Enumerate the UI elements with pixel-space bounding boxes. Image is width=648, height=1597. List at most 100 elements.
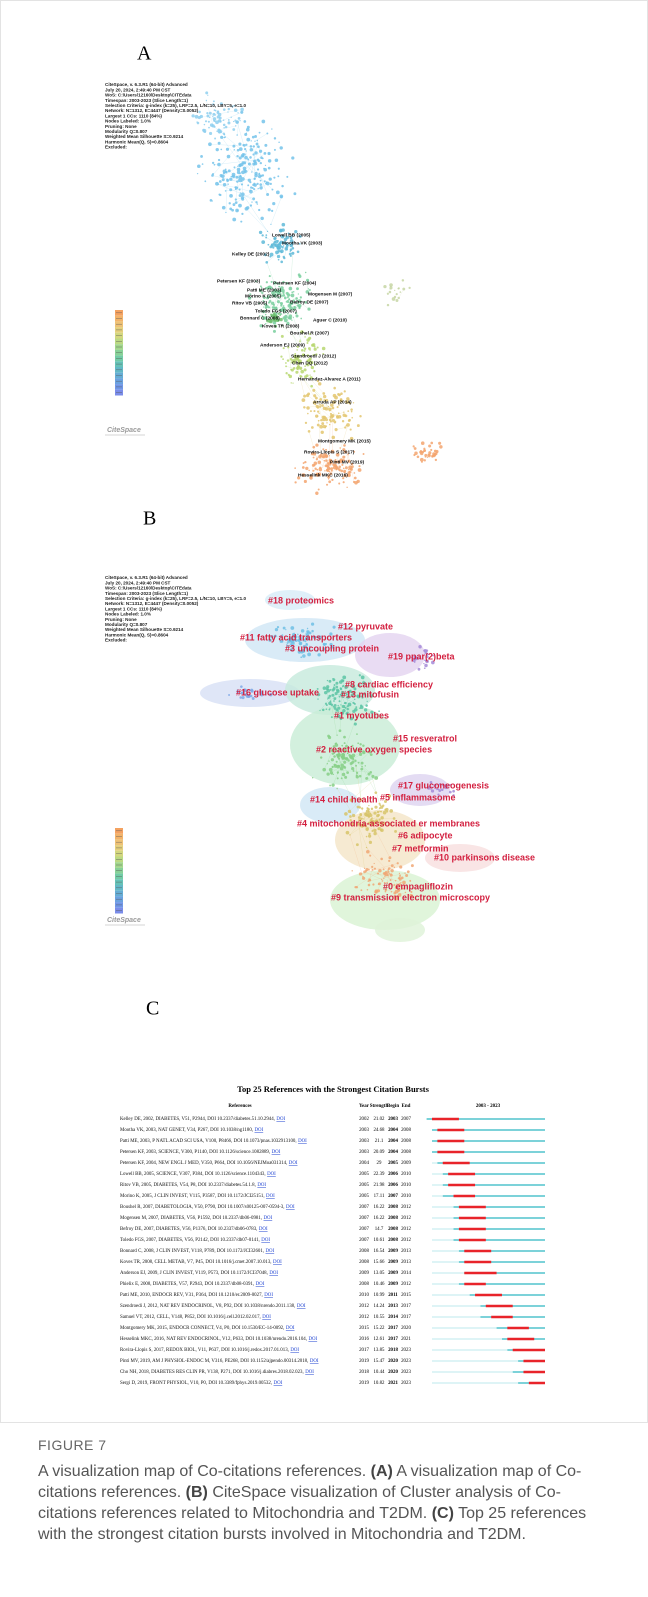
node [297,250,300,253]
node [353,481,355,483]
node [198,111,201,114]
node [329,709,331,711]
strength: 15.66 [373,1260,385,1265]
node [275,159,279,163]
node [317,698,318,699]
node [305,422,307,424]
node [205,120,207,122]
node [277,175,279,177]
doi-link[interactable]: DOI [276,1117,285,1122]
node [329,708,330,709]
reference: Pinti MV, 2019, AM J PHYSIOL-ENDOC M, V3… [120,1359,319,1364]
doi-link[interactable]: DOI [272,1150,281,1155]
node [232,128,235,131]
node [286,249,287,250]
node [339,680,343,684]
node [237,171,240,174]
node [281,335,284,338]
doi-link[interactable]: DOI [289,1161,298,1166]
node [268,208,271,211]
begin: 2006 [388,1172,398,1177]
node [306,394,309,397]
reference-text: Sergi D, 2019, FRONT PHYSIOL, V10, P0, D… [120,1381,272,1386]
node [356,843,359,846]
node [226,148,229,151]
reference: Anderson EJ, 2009, J CLIN INVEST, V119, … [120,1271,278,1276]
node [352,814,355,817]
doi-link[interactable]: DOI [256,1282,265,1287]
doi-link[interactable]: DOI [286,1205,295,1210]
node [257,140,258,141]
node [219,130,222,133]
node [359,707,361,709]
node [304,461,306,463]
node [242,153,243,154]
doi-link[interactable]: DOI [310,1359,319,1364]
node [248,179,251,182]
doi-link[interactable]: DOI [308,1337,317,1342]
node [359,415,361,417]
node [217,163,221,167]
doi-link[interactable]: DOI [298,1139,307,1144]
node [334,684,336,686]
reference-text: Koves TR, 2008, CELL METAB, V7, P45, DOI… [120,1260,272,1265]
node [204,180,206,182]
edge [243,194,268,231]
node [338,483,340,485]
node [225,190,227,192]
node [363,870,366,873]
node [260,156,263,159]
doi-link[interactable]: DOI [255,1128,264,1133]
node [229,208,232,211]
doi-link[interactable]: DOI [257,1183,266,1188]
node [387,293,389,295]
node [331,783,334,786]
node [252,697,255,700]
doi-link[interactable]: DOI [262,1315,271,1320]
doi-link[interactable]: DOI [266,1249,275,1254]
node [366,850,370,854]
node [389,809,393,813]
doi-link[interactable]: DOI [264,1293,273,1298]
node [435,459,437,461]
strength: 14.24 [373,1304,385,1309]
node [237,210,238,211]
node [383,811,387,815]
node [277,240,279,242]
doi-link[interactable]: DOI [259,1227,268,1232]
node [228,169,231,172]
doi-link[interactable]: DOI [264,1216,273,1221]
node [342,420,344,422]
doi-link[interactable]: DOI [274,1381,283,1386]
node [354,472,356,474]
doi-link[interactable]: DOI [266,1194,275,1199]
node [220,136,223,139]
reference: Petersen KF, 2003, SCIENCE, V300, P1140,… [120,1150,281,1155]
node [291,252,294,255]
doi-link[interactable]: DOI [290,1348,299,1353]
node [312,464,315,467]
doi-link[interactable]: DOI [267,1172,276,1177]
doi-link[interactable]: DOI [273,1260,282,1265]
node [223,132,225,134]
doi-link[interactable]: DOI [305,1370,314,1375]
node [317,457,318,458]
doi-link[interactable]: DOI [286,1326,295,1331]
node [348,703,352,707]
node [367,889,368,890]
node [315,415,318,418]
end: 2010 [401,1194,411,1199]
node [269,300,272,303]
end: 2023 [401,1348,411,1353]
strength: 24.68 [373,1128,385,1133]
reference: Koves TR, 2008, CELL METAB, V7, P45, DOI… [120,1260,282,1265]
doi-link[interactable]: DOI [261,1238,270,1243]
node [259,186,262,189]
node [424,450,426,452]
strength: 10.61 [373,1238,385,1243]
node [257,145,260,148]
begin: 2009 [388,1282,398,1287]
doi-link[interactable]: DOI [297,1304,306,1309]
doi-link[interactable]: DOI [269,1271,278,1276]
cluster-label: #18 proteomics [268,595,334,605]
